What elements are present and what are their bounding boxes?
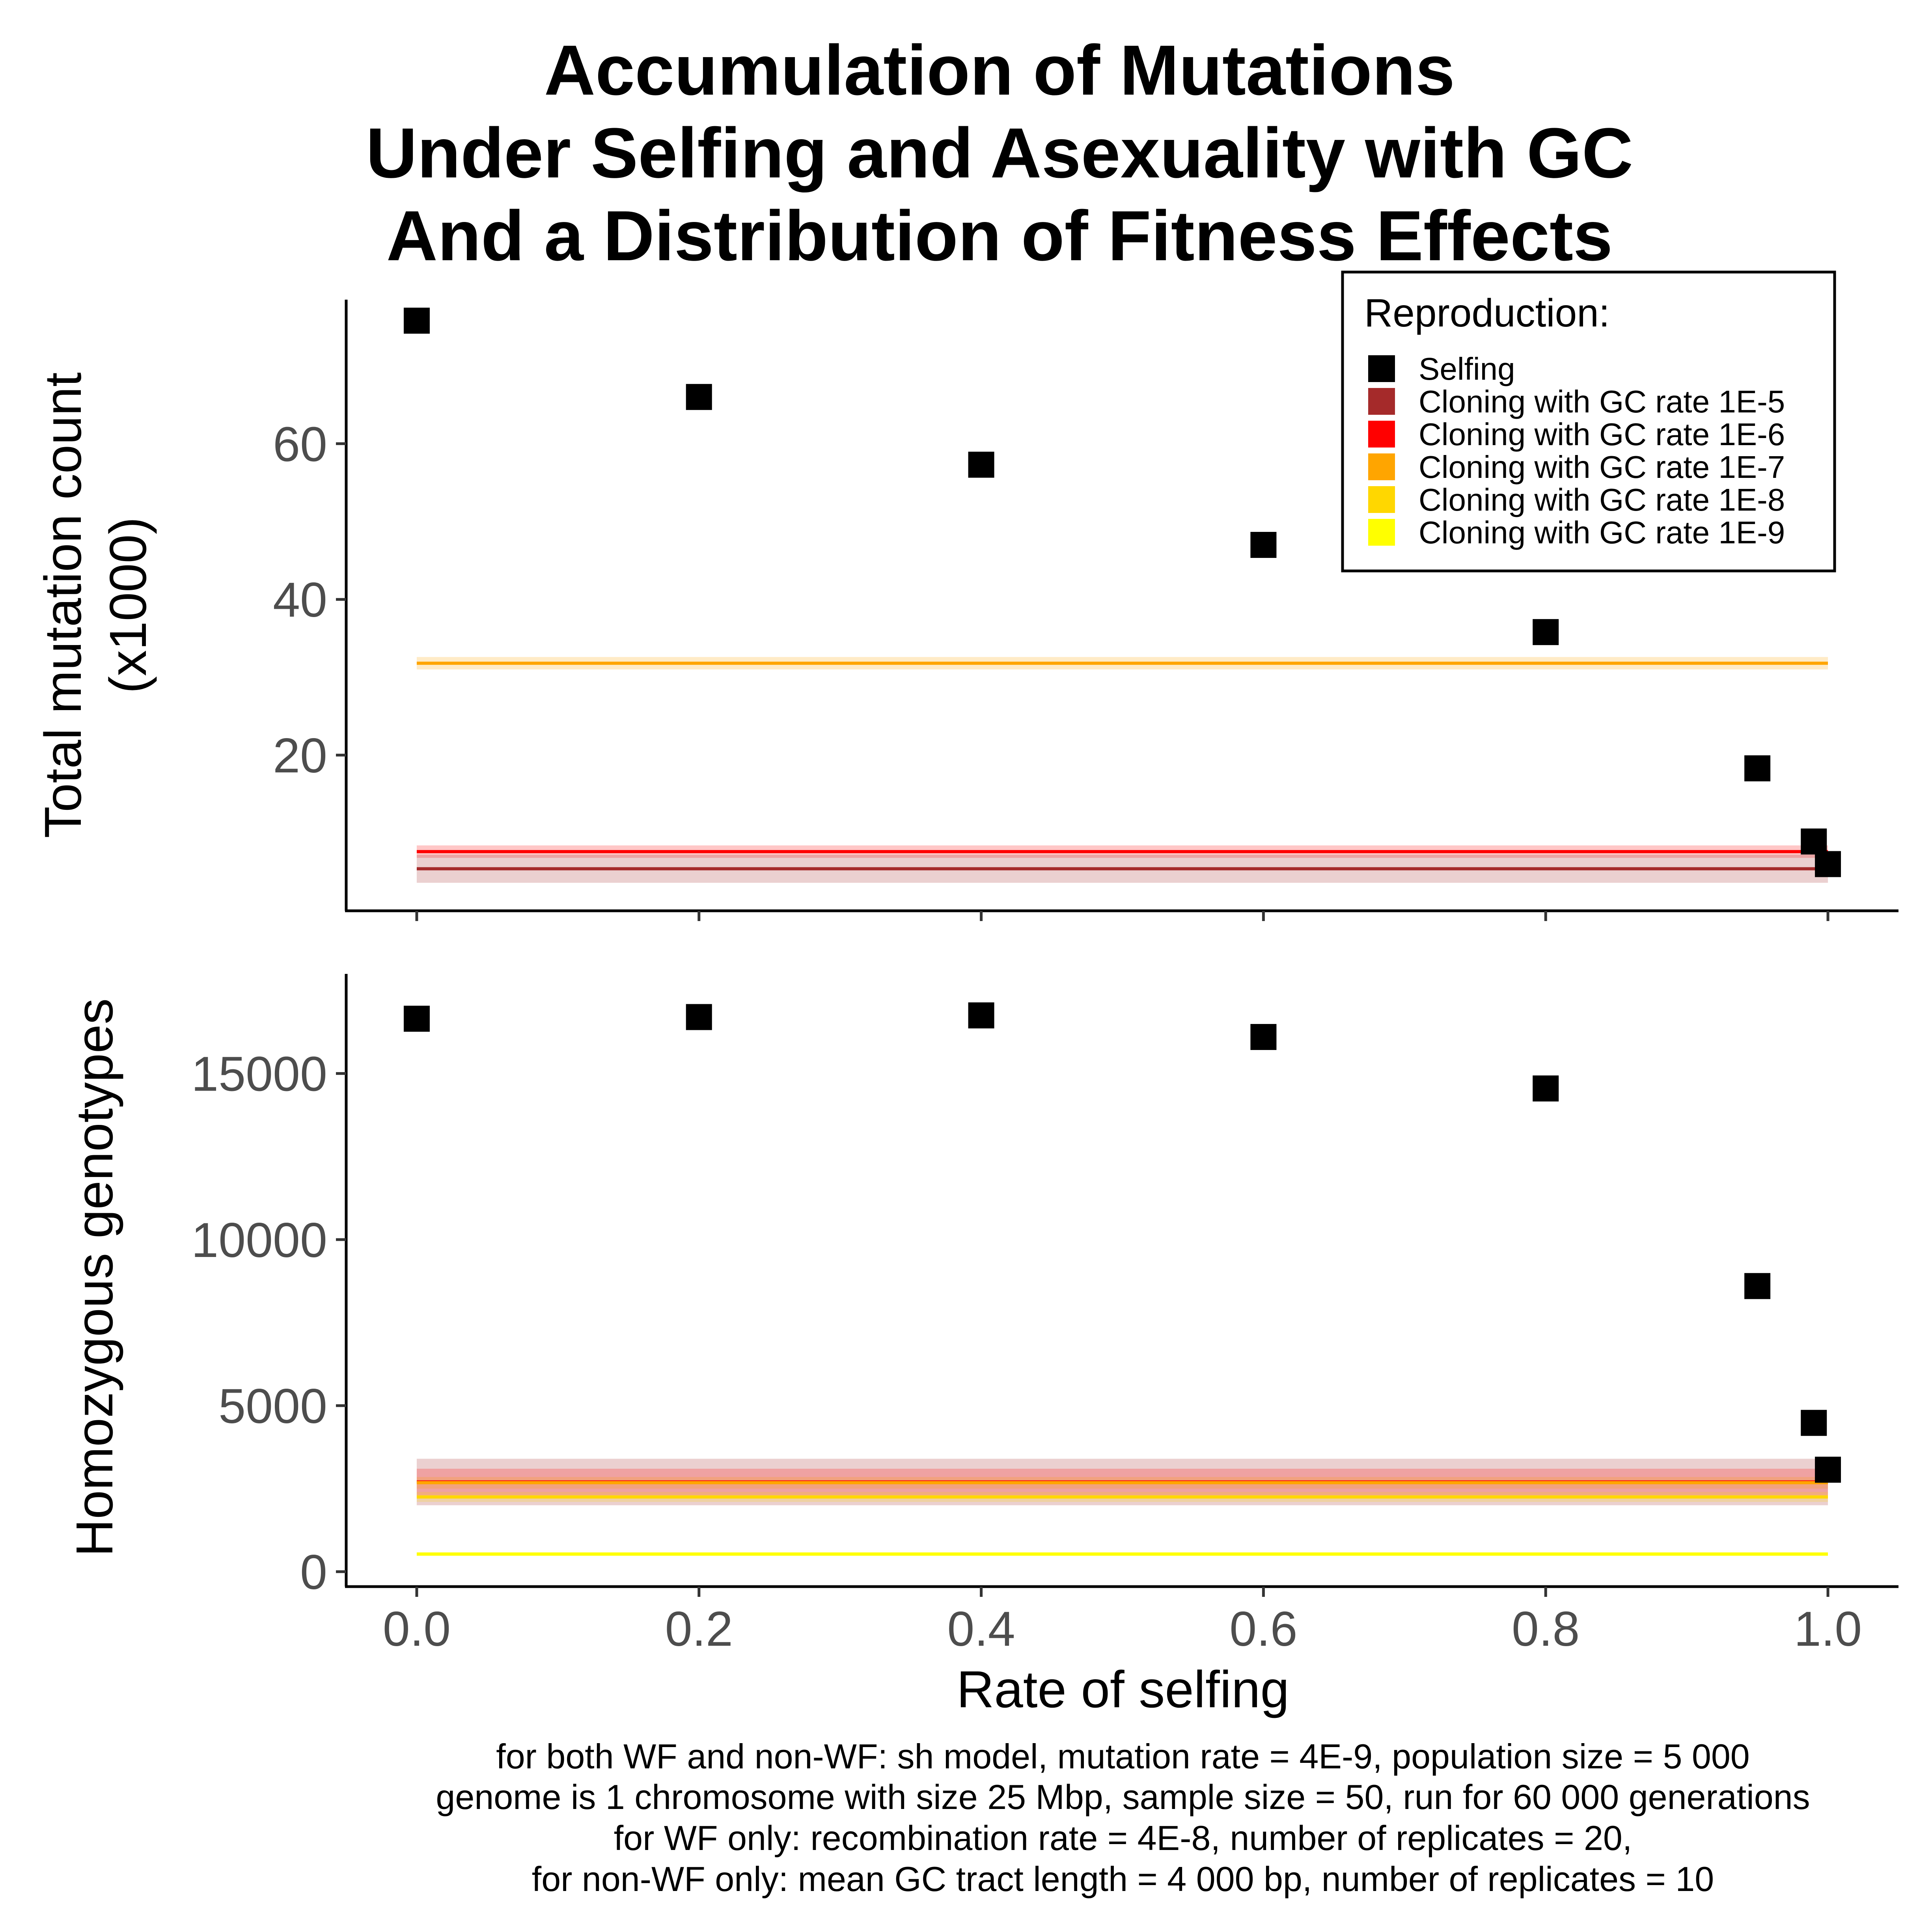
top-point-6 xyxy=(1801,828,1827,855)
top-point-3 xyxy=(1250,531,1277,558)
top-y-tick-label-2: 60 xyxy=(273,417,327,472)
top-point-layer xyxy=(403,308,1841,877)
bottom-point-4 xyxy=(1533,1075,1559,1102)
legend-key-5 xyxy=(1368,519,1395,546)
top-y-axis-label-line-1: Total mutation count xyxy=(34,372,92,838)
top-point-5 xyxy=(1744,755,1771,781)
top-y-ticks: 20 40 60 xyxy=(273,417,346,783)
bottom-point-1 xyxy=(686,1004,712,1030)
legend-label-1: Cloning with GC rate 1E-5 xyxy=(1419,384,1785,419)
legend-key-0 xyxy=(1368,355,1395,382)
bottom-point-6 xyxy=(1801,1410,1827,1436)
panel-total-mutation-count: 20 40 60 Total mutation count (x1000) xyxy=(34,300,1898,921)
chart-title-line-3: And a Distribution of Fitness Effects xyxy=(386,196,1613,276)
bottom-point-5 xyxy=(1744,1273,1771,1299)
bottom-x-tick-label-4: 0.8 xyxy=(1512,1602,1580,1656)
legend-title: Reproduction: xyxy=(1364,291,1610,335)
bottom-point-layer xyxy=(403,1002,1841,1483)
caption-line-2: genome is 1 chromosome with size 25 Mbp,… xyxy=(436,1777,1810,1816)
bottom-x-tick-label-0: 0.0 xyxy=(383,1602,451,1656)
bottom-y-axis-label: Homozygous genotypes xyxy=(65,998,123,1557)
chart-title-line-2: Under Selfing and Asexuality with GC xyxy=(366,114,1633,193)
bottom-band-layer xyxy=(416,1458,1828,1556)
legend-label-0: Selfing xyxy=(1419,351,1515,386)
top-x-ticks xyxy=(415,911,1829,921)
bottom-y-tick-label-1: 5000 xyxy=(218,1379,327,1434)
legend-label-3: Cloning with GC rate 1E-7 xyxy=(1419,449,1785,485)
bottom-x-tick-label-5: 1.0 xyxy=(1794,1602,1862,1656)
legend-key-4 xyxy=(1368,486,1395,513)
top-line-layer xyxy=(416,662,1828,871)
bottom-y-tick-label-0: 0 xyxy=(300,1545,327,1600)
bottom-x-ticks: 0.0 0.2 0.4 0.6 0.8 1.0 xyxy=(383,1587,1862,1656)
top-point-0 xyxy=(403,308,430,334)
top-point-4 xyxy=(1533,619,1559,645)
top-point-1 xyxy=(686,384,712,410)
caption-line-3: for WF only: recombination rate = 4E-8, … xyxy=(614,1818,1632,1857)
x-axis-label: Rate of selfing xyxy=(957,1660,1289,1718)
bottom-y-tick-label-3: 15000 xyxy=(191,1047,327,1102)
bottom-line-layer xyxy=(416,1480,1828,1556)
bottom-y-ticks: 0 5000 10000 15000 xyxy=(191,1047,346,1600)
top-y-tick-label-0: 20 xyxy=(273,729,327,783)
caption: for both WF and non-WF: sh model, mutati… xyxy=(436,1737,1810,1898)
bottom-x-tick-label-3: 0.6 xyxy=(1229,1602,1297,1656)
bottom-errorbar-layer xyxy=(697,1012,1548,1097)
caption-line-1: for both WF and non-WF: sh model, mutati… xyxy=(496,1737,1749,1776)
bottom-x-tick-label-2: 0.4 xyxy=(947,1602,1015,1656)
legend-label-2: Cloning with GC rate 1E-6 xyxy=(1419,417,1785,452)
top-y-axis-label-line-2: (x1000) xyxy=(99,517,157,694)
legend-key-2 xyxy=(1368,421,1395,448)
legend-label-5: Cloning with GC rate 1E-9 xyxy=(1419,515,1785,550)
bottom-point-2 xyxy=(968,1002,994,1029)
chart-title-line-1: Accumulation of Mutations xyxy=(544,31,1455,110)
bottom-point-0 xyxy=(403,1005,430,1032)
bottom-point-7 xyxy=(1815,1456,1841,1483)
top-point-7 xyxy=(1815,851,1841,877)
panel-homozygous-genotypes: 0 5000 10000 15000 0.0 0.2 0.4 0.6 0.8 1.0 Homoz… xyxy=(65,974,1898,1718)
top-point-2 xyxy=(968,451,994,478)
legend-box xyxy=(1341,270,1836,573)
caption-line-4: for non-WF only: mean GC tract length = … xyxy=(532,1859,1714,1898)
legend-label-4: Cloning with GC rate 1E-8 xyxy=(1419,482,1785,517)
bottom-point-3 xyxy=(1250,1024,1277,1050)
legend-key-1 xyxy=(1368,388,1395,415)
bottom-x-tick-label-1: 0.2 xyxy=(665,1602,733,1656)
top-y-tick-label-1: 40 xyxy=(273,573,327,627)
chart-title: Accumulation of Mutations Under Selfing … xyxy=(366,31,1633,276)
top-band-layer xyxy=(416,657,1828,883)
bottom-y-tick-label-2: 10000 xyxy=(191,1213,327,1268)
legend-key-3 xyxy=(1368,453,1395,480)
